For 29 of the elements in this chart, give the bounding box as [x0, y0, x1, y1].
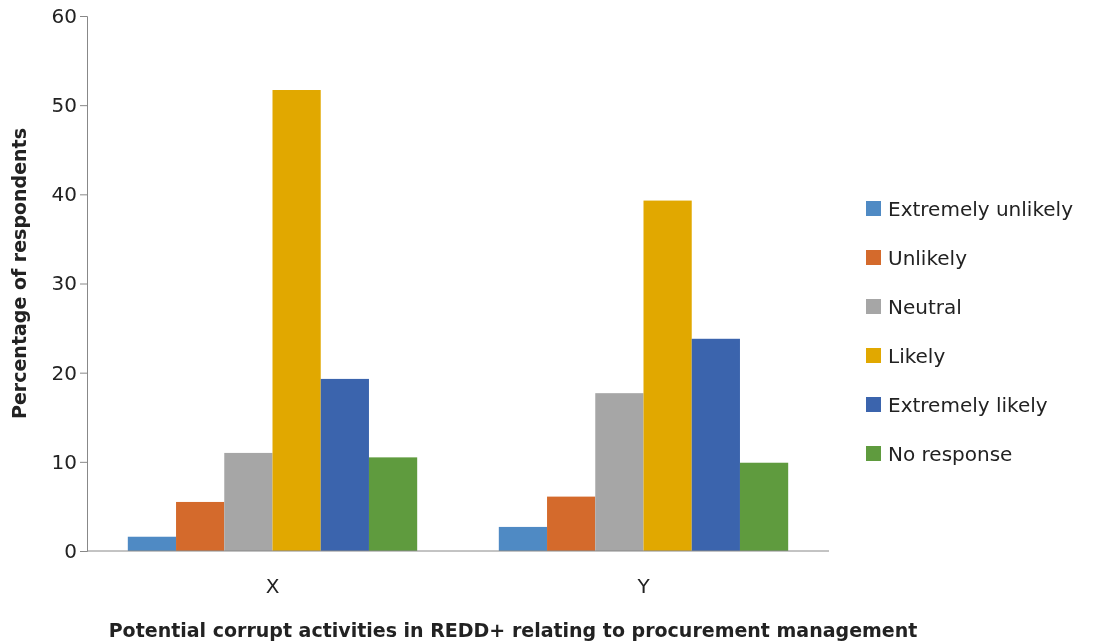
y-tick-label: 50	[51, 93, 77, 118]
y-tick-label: 40	[51, 182, 77, 207]
x-tick-label: Y	[636, 574, 651, 599]
legend-label: Unlikely	[888, 246, 968, 270]
y-tick-label: 10	[51, 449, 77, 474]
x-tick-label: X	[265, 574, 280, 599]
x-axis-title: Potential corrupt activities in REDD+ relating to procurement management	[108, 619, 918, 641]
legend-label: Extremely likely	[888, 393, 1048, 417]
bar	[127, 536, 177, 551]
bar	[691, 338, 740, 551]
legend-label: Neutral	[888, 295, 962, 319]
y-axis-title: Percentage of respondents	[8, 128, 30, 419]
y-tick-label: 30	[51, 271, 77, 296]
bar	[739, 462, 789, 551]
y-tick-label: 20	[51, 360, 77, 385]
bar	[272, 90, 321, 551]
bar	[320, 378, 369, 551]
y-tick-label: 0	[64, 538, 77, 563]
y-tick-label: 60	[51, 3, 77, 28]
legend-label: No response	[888, 442, 1013, 466]
bar	[224, 452, 273, 551]
legend-label: Likely	[888, 344, 946, 368]
legend-label: Extremely unlikely	[888, 197, 1074, 221]
bar	[368, 457, 418, 551]
bar	[176, 501, 225, 551]
bar	[643, 200, 692, 551]
bar	[547, 496, 596, 551]
bar	[595, 393, 644, 551]
bar	[498, 526, 548, 551]
